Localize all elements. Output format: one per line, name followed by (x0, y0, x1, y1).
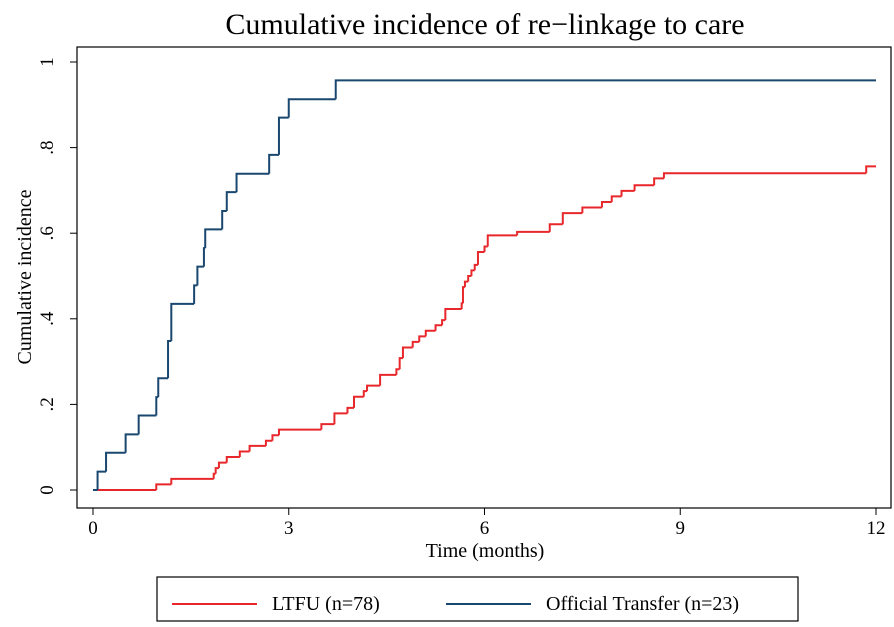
legend-label: Official Transfer (n=23) (546, 593, 739, 615)
step-segment (470, 269, 475, 276)
step-segment (633, 184, 655, 191)
step-segment (516, 230, 550, 236)
step-segment (379, 373, 397, 386)
step-segment (235, 172, 270, 193)
step-segment (865, 165, 876, 174)
x-tick-label: 0 (88, 518, 98, 539)
step-segment (483, 245, 488, 253)
step-segment (463, 280, 469, 288)
step-segment (170, 477, 214, 485)
step-segment (333, 412, 348, 425)
step-segment (486, 234, 518, 247)
step-segment (353, 395, 364, 408)
x-tick-label: 3 (284, 518, 294, 539)
y-tick-label: 1 (37, 57, 58, 67)
step-segment (212, 472, 216, 479)
step-segment (167, 340, 172, 379)
x-tick-label: 12 (867, 518, 886, 539)
step-segment (434, 324, 443, 331)
step-segment (124, 433, 139, 453)
step-segment (662, 172, 867, 179)
step-segment (202, 247, 206, 267)
step-segment (271, 434, 279, 441)
step-segment (214, 467, 219, 474)
step-segment (653, 177, 664, 186)
y-tick-label: .6 (37, 226, 58, 240)
y-tick-label: .8 (37, 140, 58, 154)
step-segment (155, 483, 172, 490)
step-segment (444, 307, 462, 321)
chart-title: Cumulative incidence of re−linkage to ca… (225, 8, 744, 41)
step-segment (398, 357, 403, 370)
step-segment (204, 228, 223, 249)
step-segment (461, 286, 465, 304)
step-segment (196, 265, 204, 286)
step-segment (248, 444, 266, 452)
step-segment (217, 461, 227, 469)
step-segment (424, 329, 436, 337)
step-segment (610, 195, 622, 202)
y-tick-label: 0 (37, 485, 58, 495)
x-tick-label: 9 (676, 518, 686, 539)
step-segment (548, 223, 563, 232)
step-segment (476, 251, 485, 265)
step-segment (467, 275, 472, 282)
step-segment (221, 209, 227, 230)
step-segment (561, 212, 583, 225)
step-segment (277, 428, 322, 436)
step-segment (620, 189, 635, 197)
step-segment (600, 200, 612, 208)
step-segment (157, 377, 169, 398)
y-tick-label: .4 (37, 311, 58, 326)
step-segment (320, 423, 335, 430)
step-segment (362, 390, 368, 397)
step-segment (155, 396, 159, 416)
x-axis-label: Time (months) (426, 540, 545, 562)
step-segment (411, 340, 420, 348)
step-segment (460, 302, 463, 309)
step-segment (418, 335, 426, 342)
step-segment (264, 439, 273, 446)
step-segment (441, 319, 446, 326)
plot-frame (76, 46, 892, 509)
step-segment (96, 470, 107, 490)
step-segment (170, 302, 195, 342)
step-segment (473, 263, 478, 271)
step-segment (334, 79, 876, 100)
step-segment (238, 450, 250, 458)
step-segment (193, 284, 198, 304)
legend-box (156, 576, 799, 622)
step-segment (277, 116, 289, 155)
step-segment (581, 206, 602, 214)
step-segment (137, 414, 157, 435)
step-segment (287, 98, 336, 118)
step-segment (401, 346, 413, 359)
y-axis-label: Cumulative incidence (14, 189, 36, 364)
legend-label: LTFU (n=78) (272, 593, 380, 615)
step-segment (346, 406, 354, 414)
y-tick-label: .2 (37, 397, 58, 411)
step-segment (395, 368, 400, 375)
step-segment (105, 451, 126, 472)
step-segment (268, 153, 279, 174)
step-segment (225, 456, 240, 463)
step-segment (366, 384, 381, 392)
step-segment (225, 191, 237, 211)
x-tick-label: 6 (480, 518, 490, 539)
